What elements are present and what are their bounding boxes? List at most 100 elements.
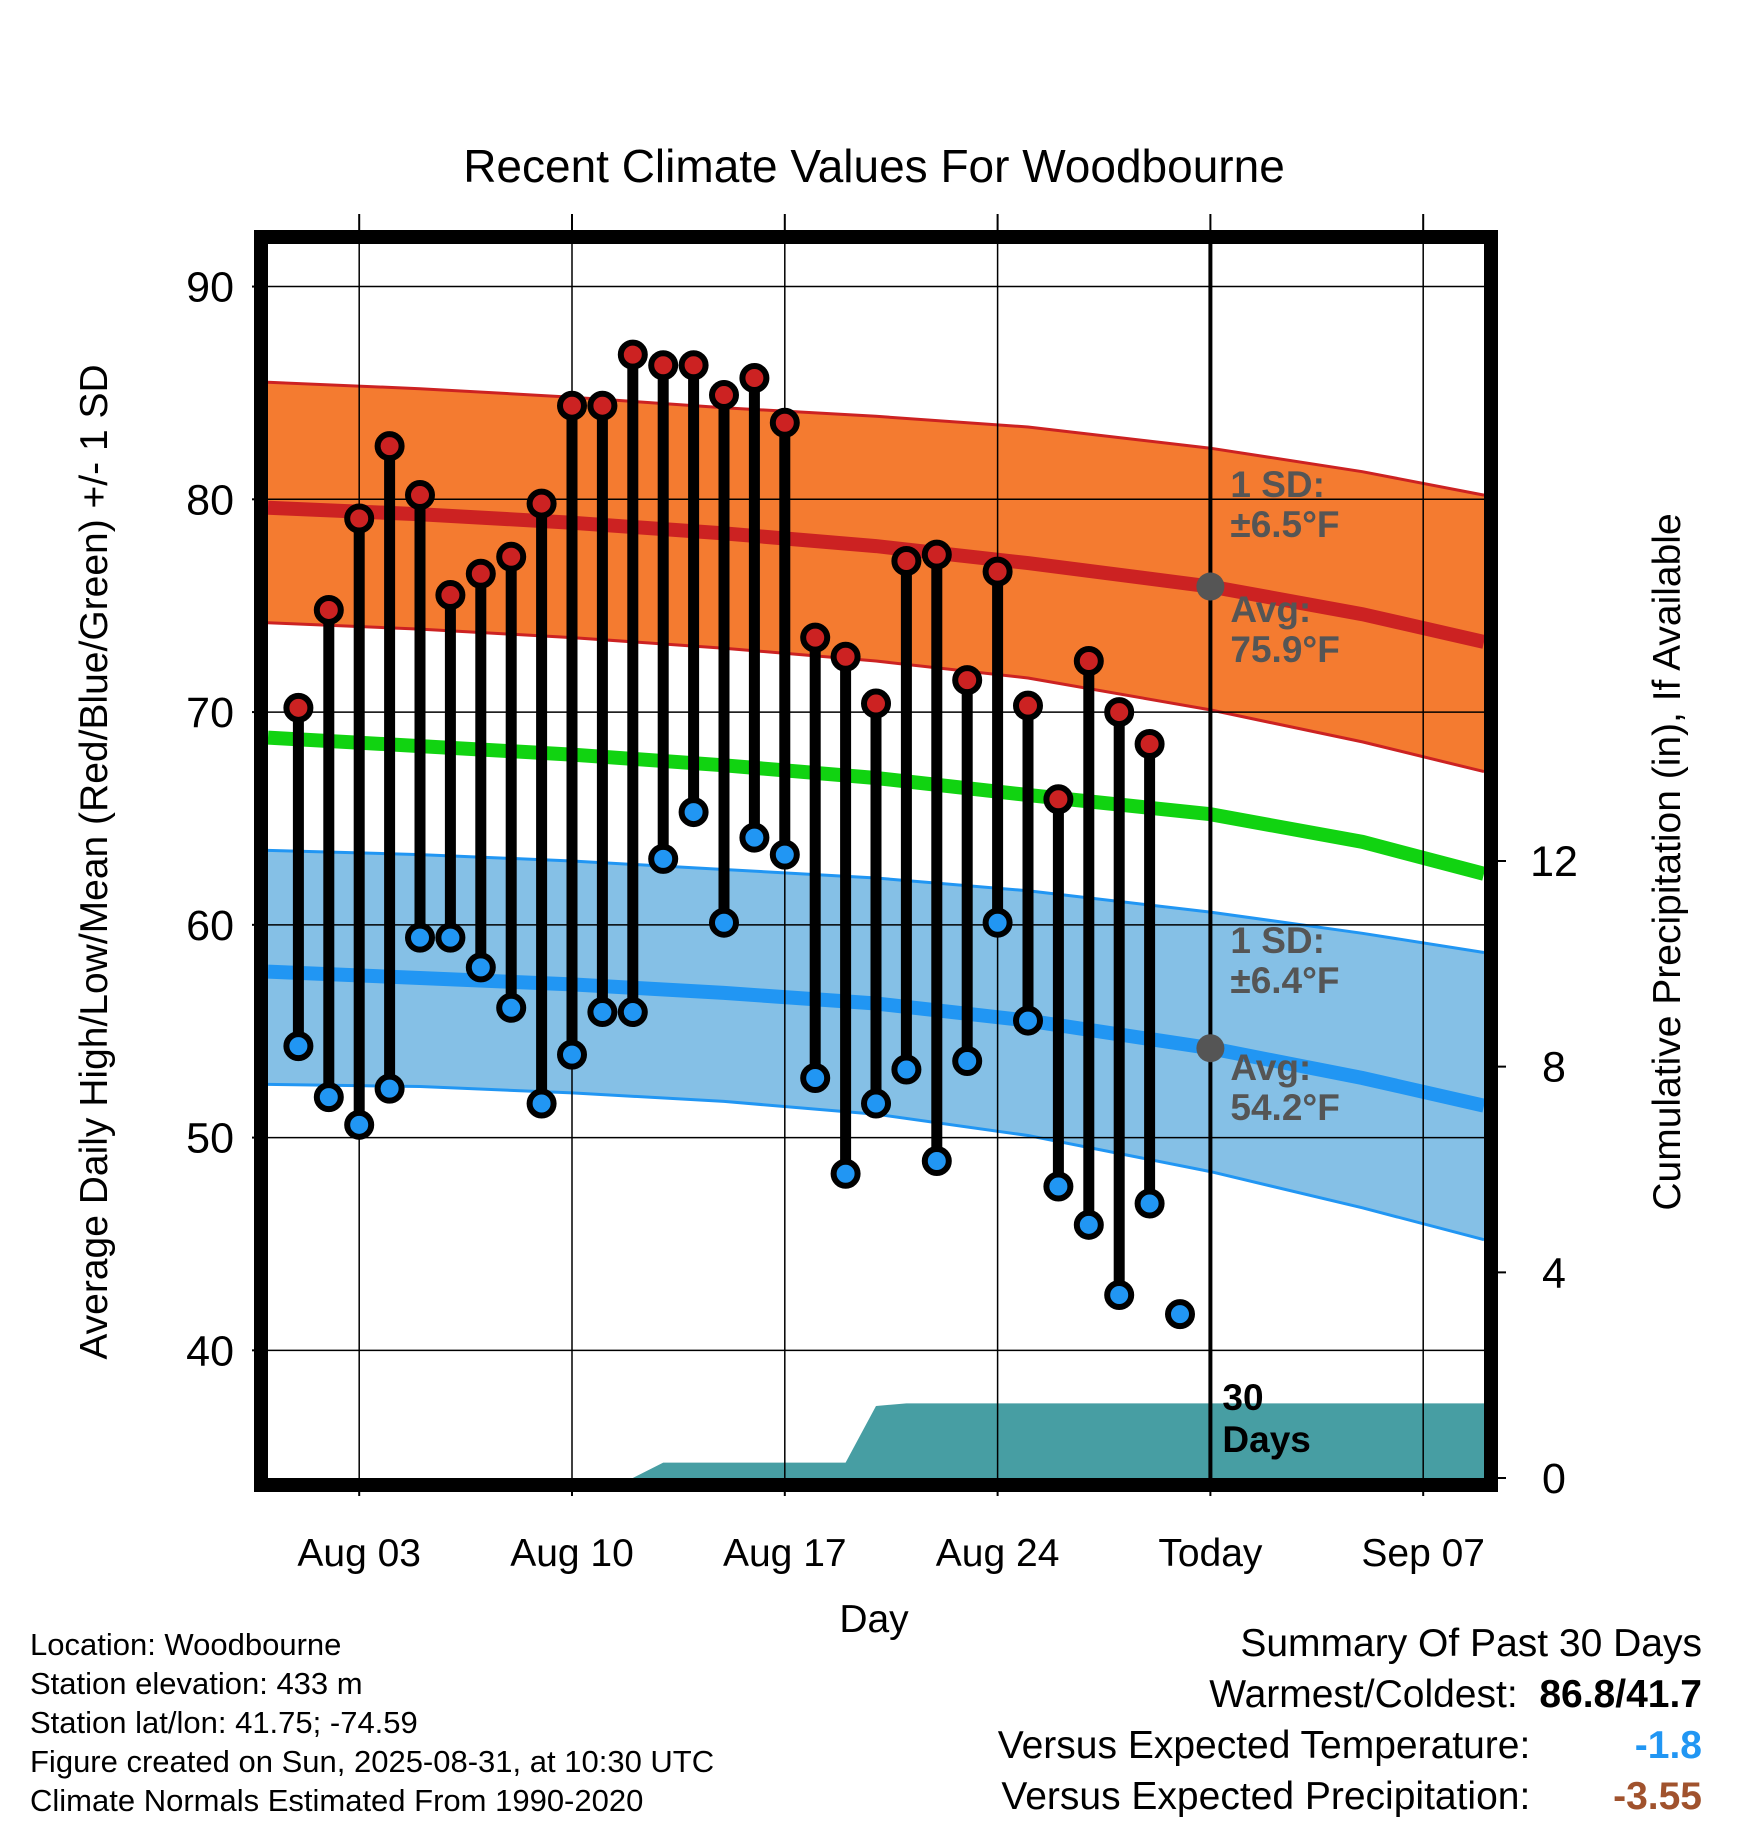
daily-high-point: [769, 407, 800, 438]
normals-text: Climate Normals Estimated From 1990-2020: [30, 1783, 644, 1818]
high-sd-value: ±6.5°F: [1230, 504, 1339, 545]
daily-high-point: [283, 692, 314, 723]
daily-low-point: [1104, 1280, 1135, 1311]
precip-anomaly-row: Versus Expected Precipitation: -3.55: [998, 1771, 1702, 1822]
daily-low-point: [344, 1109, 375, 1140]
daily-low-point: [982, 907, 1013, 938]
daily-low-point: [1073, 1209, 1104, 1240]
y-axis-label: Average Daily High/Low/Mean (Red/Blue/Gr…: [73, 364, 116, 1359]
daily-high-point: [739, 363, 770, 394]
daily-high-point: [800, 622, 831, 653]
daily-high-point: [861, 688, 891, 719]
daily-low-point: [435, 922, 466, 953]
daily-high-point: [1134, 728, 1165, 759]
precip-anomaly-label: Versus Expected Precipitation:: [1001, 1775, 1531, 1818]
x-axis-label: Day: [839, 1598, 909, 1641]
today-low-avg-dot: [1196, 1034, 1225, 1063]
elevation-text: Station elevation: 433 m: [30, 1666, 363, 1701]
today-high-avg-dot: [1196, 572, 1225, 601]
daily-high-point: [648, 350, 679, 381]
precipitation-area: [268, 1403, 1484, 1478]
daily-low-point: [921, 1145, 952, 1176]
warmest-coldest-row: Warmest/Coldest: 86.8/41.7: [998, 1669, 1702, 1720]
warmest-coldest-label: Warmest/Coldest:: [1209, 1673, 1518, 1716]
daily-low-point: [678, 797, 709, 828]
daily-high-point: [587, 390, 618, 421]
daily-high-point: [678, 350, 709, 381]
y-tick-label: 50: [186, 1115, 234, 1163]
low-avg-label: Avg:: [1230, 1047, 1311, 1088]
daily-low-point: [557, 1039, 587, 1070]
y-tick-label: 60: [186, 902, 234, 950]
latlon-text: Station lat/lon: 41.75; -74.59: [30, 1705, 418, 1740]
daily-low-point: [648, 843, 679, 874]
daily-high-point: [435, 580, 466, 611]
chart-title: Recent Climate Values For Woodbourne: [463, 140, 1285, 192]
temp-anomaly-value: -1.8: [1634, 1724, 1702, 1767]
daily-low-point: [769, 839, 800, 870]
daily-low-point: [405, 922, 435, 953]
x-tick-label: Sep 07: [1361, 1532, 1485, 1575]
daily-low-point: [1013, 1005, 1043, 1036]
today-marker: [1196, 244, 1225, 1478]
x-tick-label: Aug 03: [297, 1532, 421, 1575]
window-unit: Days: [1222, 1419, 1310, 1460]
daily-points: [283, 339, 1195, 1330]
daily-low-point: [861, 1088, 891, 1119]
daily-high-point: [830, 641, 861, 672]
daily-high-point: [1013, 690, 1043, 721]
low-avg-value: 54.2°F: [1230, 1087, 1339, 1128]
daily-high-point: [496, 541, 527, 572]
daily-high-point: [891, 546, 922, 577]
created-text: Figure created on Sun, 2025-08-31, at 10…: [30, 1744, 715, 1779]
y-tick-label: 80: [186, 476, 234, 524]
daily-high-point: [1104, 697, 1135, 728]
daily-high-point: [405, 480, 435, 511]
warmest-coldest-value: 86.8/41.7: [1539, 1673, 1702, 1716]
low-sd-value: ±6.4°F: [1230, 960, 1339, 1001]
daily-range-stems: [292, 354, 1156, 1296]
station-info: Location: Woodbourne Station elevation: …: [30, 1625, 714, 1820]
daily-high-point: [1043, 784, 1074, 815]
axes: 40 50 60 70 80 90 0 4 8 12 Aug 03 Aug 10 Aug 17 Aug 2…: [186, 214, 1578, 1575]
daily-high-point: [709, 380, 739, 411]
y2-tick-label: 12: [1530, 838, 1578, 886]
daily-low-point: [465, 952, 496, 983]
daily-low-point: [1165, 1299, 1195, 1330]
daily-low-point: [739, 822, 770, 853]
daily-low-point: [1134, 1188, 1165, 1219]
y-tick-label: 90: [186, 264, 234, 312]
high-avg-label: Avg:: [1230, 589, 1311, 630]
precip-anomaly-value: -3.55: [1613, 1775, 1702, 1818]
daily-high-point: [313, 594, 344, 625]
daily-high-point: [526, 488, 557, 519]
high-lower-edge: [267, 621, 1485, 774]
x-tick-label: Aug 17: [723, 1532, 847, 1575]
daily-low-point: [952, 1045, 983, 1076]
daily-low-point: [1043, 1171, 1074, 1202]
daily-low-point: [617, 997, 648, 1028]
y2-tick-label: 4: [1542, 1249, 1566, 1297]
high-upper-edge: [267, 380, 1485, 497]
low-sd-label: 1 SD:: [1230, 920, 1325, 961]
daily-low-point: [830, 1158, 861, 1189]
y-tick-label: 70: [186, 689, 234, 737]
daily-low-point: [526, 1088, 557, 1119]
daily-low-point: [496, 992, 527, 1023]
cumulative-precipitation-area: [268, 1403, 1484, 1478]
daily-low-point: [891, 1054, 922, 1085]
daily-high-point: [617, 339, 648, 370]
x-tick-label: Aug 24: [936, 1532, 1060, 1575]
high-average-line: [267, 500, 1486, 649]
daily-high-point: [982, 556, 1013, 587]
daily-low-point: [587, 997, 618, 1028]
x-tick-label: Today: [1158, 1532, 1263, 1575]
high-avg-value: 75.9°F: [1230, 629, 1339, 670]
summary-panel: Summary Of Past 30 Days Warmest/Coldest:…: [998, 1618, 1702, 1822]
daily-low-point: [800, 1063, 831, 1094]
summary-heading: Summary Of Past 30 Days: [1240, 1622, 1702, 1665]
daily-low-point: [283, 1031, 314, 1062]
location-text: Location: Woodbourne: [30, 1627, 342, 1662]
